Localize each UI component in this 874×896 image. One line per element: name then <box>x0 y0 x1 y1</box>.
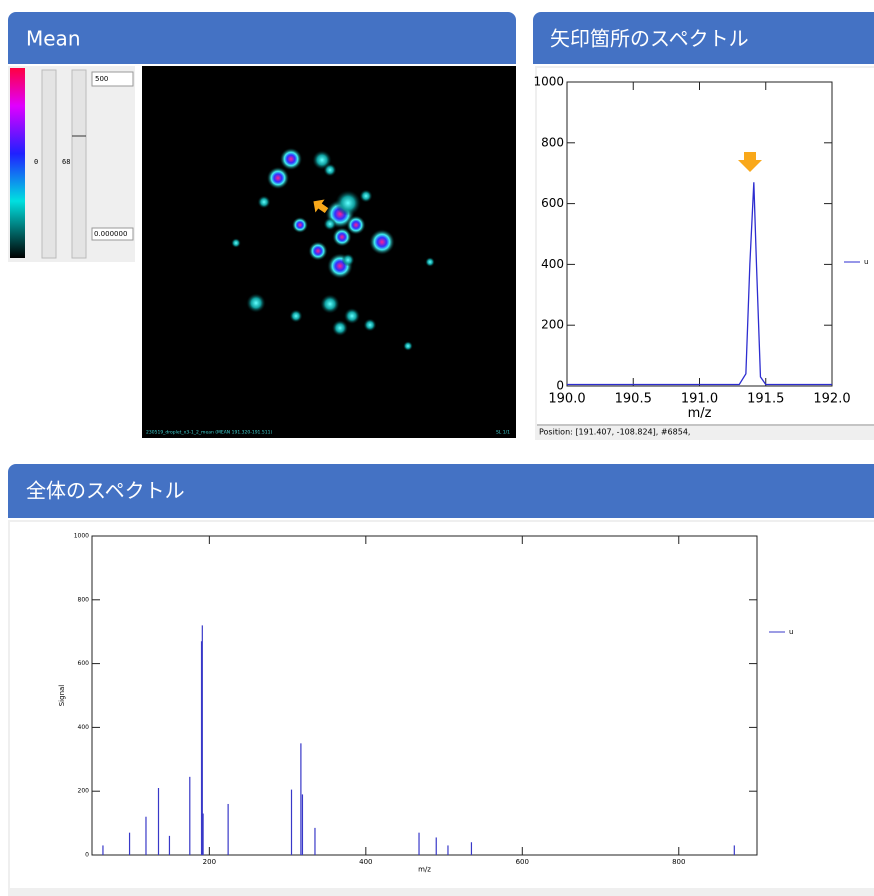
y-tick-label: 0 <box>85 852 89 859</box>
image-spot <box>267 167 289 189</box>
image-spot <box>324 218 337 231</box>
status-text: Position: [191.407, -108.824], #6854, <box>539 428 690 437</box>
image-spot <box>280 148 302 170</box>
image-spot <box>369 229 395 255</box>
mean-image <box>142 66 516 438</box>
x-tick-label: 191.0 <box>681 392 718 407</box>
max-value: 500 <box>95 75 108 83</box>
page: Mean 矢印箇所のスペクトル 全体のスペクトル 0 68 500 0.0000… <box>0 0 874 896</box>
legend-label: u <box>864 258 868 266</box>
panel-header <box>8 12 516 64</box>
image-spot <box>308 241 327 260</box>
image-spot <box>231 238 241 248</box>
y-tick-label: 200 <box>541 318 564 332</box>
y-tick-label: 1000 <box>533 75 564 89</box>
x-tick-label: 600 <box>516 858 529 866</box>
min-value: 0.000000 <box>94 230 127 238</box>
x-tick-label: 192.0 <box>813 392 850 407</box>
image-spot <box>324 164 337 177</box>
x-tick-label: 400 <box>359 858 372 866</box>
image-spot <box>364 319 377 332</box>
image-spot <box>360 190 373 203</box>
legend-label: u <box>789 628 793 636</box>
image-spot <box>320 294 339 313</box>
slider[interactable] <box>72 70 86 258</box>
image-spot <box>342 254 355 267</box>
panel-title: 矢印箇所のスペクトル <box>550 27 749 51</box>
colorbar <box>10 68 25 258</box>
slider[interactable] <box>42 70 56 258</box>
x-tick-label: 191.5 <box>747 392 784 407</box>
y-tick-label: 0 <box>556 379 564 393</box>
y-axis-label: Signal <box>58 685 66 707</box>
image-spot <box>403 341 413 351</box>
image-spot <box>332 227 351 246</box>
image-spot <box>335 190 361 216</box>
image-spot <box>332 320 348 336</box>
y-tick-label: 600 <box>78 660 90 667</box>
y-tick-label: 400 <box>78 724 90 731</box>
y-tick-label: 800 <box>78 596 90 603</box>
image-spot <box>246 293 265 312</box>
slice-label: SL 1/1 <box>496 430 510 436</box>
panel-title: Mean <box>26 27 81 51</box>
chart-area <box>537 68 874 424</box>
y-tick-label: 800 <box>541 135 564 149</box>
image-spot <box>292 217 308 233</box>
x-axis-label: m/z <box>418 866 431 874</box>
x-axis-label: m/z <box>688 406 712 421</box>
image-caption: 230519_droplet_x3-1_2_mean (MEAN 191.320… <box>146 430 272 436</box>
x-tick-label: 190.0 <box>548 392 585 407</box>
x-tick-label: 200 <box>203 858 216 866</box>
image-spot <box>290 310 303 323</box>
chart-area <box>10 522 874 888</box>
image-spot <box>344 308 360 324</box>
x-tick-label: 190.5 <box>615 392 652 407</box>
scale-label: 0 <box>34 158 38 166</box>
y-tick-label: 600 <box>541 196 564 210</box>
x-tick-label: 800 <box>672 858 685 866</box>
y-tick-label: 400 <box>541 257 564 271</box>
y-tick-label: 1000 <box>74 533 89 540</box>
image-spot <box>425 257 435 267</box>
scale-label: 68 <box>62 158 70 166</box>
panel-title: 全体のスペクトル <box>26 479 185 503</box>
y-tick-label: 200 <box>78 788 90 795</box>
image-spot <box>258 196 271 209</box>
